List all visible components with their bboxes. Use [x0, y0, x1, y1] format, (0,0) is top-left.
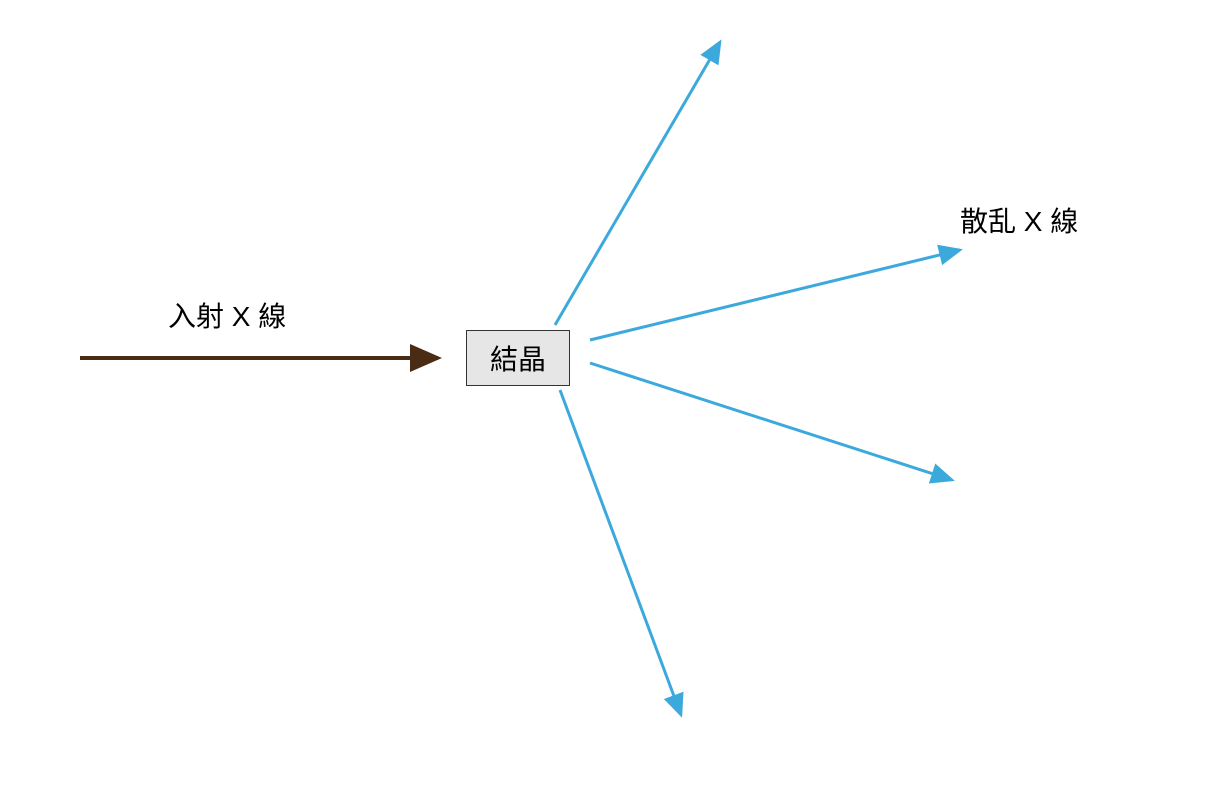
scattered-arrow-2 [590, 250, 960, 340]
crystal-node: 結晶 [466, 330, 570, 386]
scattered-xray-label: 散乱 X 線 [960, 200, 1078, 240]
incident-xray-label: 入射 X 線 [168, 295, 286, 335]
xray-scattering-diagram: 入射 X 線 散乱 X 線 結晶 [0, 0, 1209, 799]
crystal-label: 結晶 [490, 338, 546, 378]
arrow-layer [0, 0, 1209, 799]
scattered-arrow-1 [555, 42, 720, 325]
scattered-arrow-3 [590, 363, 952, 480]
scattered-arrow-4 [560, 390, 681, 715]
